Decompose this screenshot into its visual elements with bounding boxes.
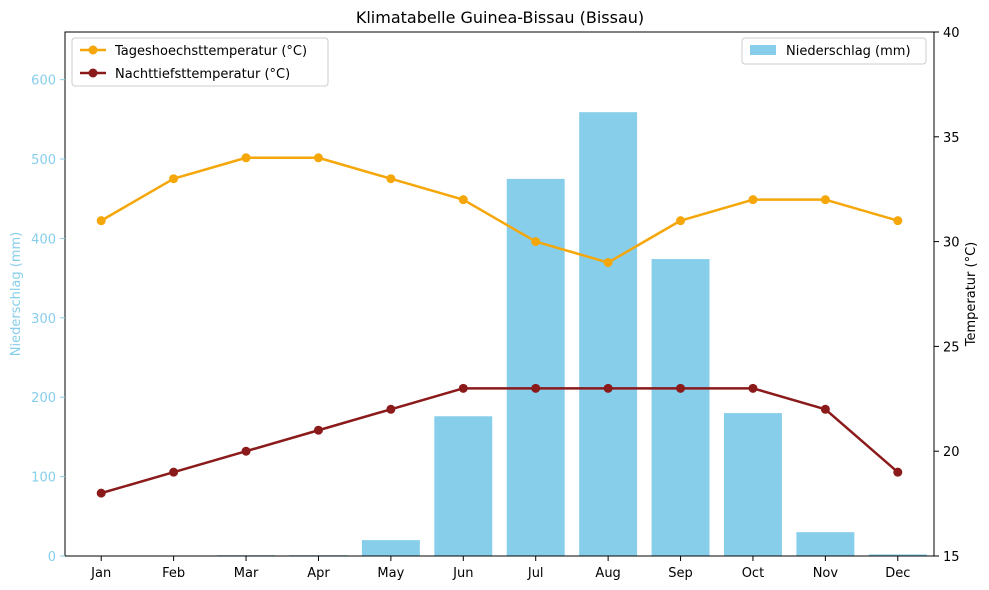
y-left-tick-label: 200 (31, 391, 56, 406)
temperature-low-point-apr (313, 425, 323, 435)
x-tick-label: May (377, 566, 404, 581)
x-axis: Jan Feb Mar Apr May Jun Jul Aug Sep Oct Nov Dec (90, 556, 910, 581)
y-left-tick-label: 300 (31, 312, 56, 327)
x-tick-label: Mar (234, 566, 259, 581)
legend-precipitation-label: Niederschlag (mm) (786, 44, 911, 59)
temperature-high-point-sep (676, 216, 686, 226)
temperature-high-point-mar (241, 153, 251, 163)
bars-layer (217, 112, 927, 557)
temperature-high-point-nov (820, 195, 830, 205)
y-right-axis: 15 20 25 30 35 40 (934, 26, 960, 565)
x-tick-label: Jul (527, 566, 544, 581)
y-right-tick-label: 25 (943, 340, 960, 355)
x-tick-label: Jan (90, 566, 111, 581)
temperature-low-point-aug (603, 383, 613, 393)
legend-temperature-box (71, 37, 329, 87)
y-right-tick-label: 30 (943, 236, 960, 251)
legend-precipitation: Niederschlag (mm) (741, 37, 927, 65)
temperature-high-point-oct (748, 195, 758, 205)
temperature-low-point-sep (676, 383, 686, 393)
y-left-tick-label: 400 (31, 232, 56, 247)
precipitation-bar-oct (723, 413, 782, 556)
y-right-tick-label: 35 (943, 131, 960, 146)
y-left-tick-label: 500 (31, 153, 56, 168)
x-tick-label: Nov (813, 566, 839, 581)
temperature-high-point-jun (458, 195, 468, 205)
y-left-tick-label: 0 (48, 550, 56, 565)
chart-title: Klimatabelle Guinea-Bissau (Bissau) (356, 8, 644, 27)
y-right-tick-label: 15 (943, 550, 960, 565)
temperature-low-point-mar (241, 446, 251, 456)
precipitation-bar-aug (579, 112, 638, 557)
legend-precipitation-swatch (750, 45, 776, 55)
legend-temperature: Tageshoechsttemperatur (°C) Nachttiefstt… (71, 37, 329, 87)
temperature-low-point-nov (820, 404, 830, 414)
x-tick-label: Dec (885, 566, 910, 581)
x-tick-label: Oct (742, 566, 764, 581)
precipitation-bar-nov (796, 532, 855, 556)
temperature-low-point-jun (458, 383, 468, 393)
y-left-tick-label: 600 (31, 74, 56, 89)
temperature-low-point-jan (96, 488, 106, 498)
temperature-high-line (100, 156, 899, 264)
legend-low-marker (88, 68, 98, 78)
x-tick-label: Jun (452, 566, 473, 581)
y-left-tick-label: 100 (31, 471, 56, 486)
temperature-high-point-aug (603, 258, 613, 268)
y-right-tick-label: 20 (943, 445, 960, 460)
plot-frame (64, 31, 935, 557)
temperature-low-point-may (386, 404, 396, 414)
legend-high-label: Tageshoechsttemperatur (°C) (114, 44, 307, 59)
precipitation-bar-dec (868, 554, 927, 556)
temperature-high-point-apr (313, 153, 323, 163)
legend-high-marker (88, 45, 98, 55)
x-tick-label: Feb (162, 566, 185, 581)
legend-precipitation-box (741, 37, 927, 65)
temperature-low-point-dec (893, 467, 903, 477)
y-right-tick-label: 40 (943, 26, 960, 41)
temperature-low-point-oct (748, 383, 758, 393)
temperature-low-point-feb (169, 467, 179, 477)
y-left-label: Niederschlag (mm) (9, 232, 24, 357)
precipitation-bar-jul (506, 178, 565, 556)
precipitation-bar-may (361, 540, 420, 556)
x-tick-label: Apr (307, 566, 330, 581)
lines-layer (96, 153, 903, 498)
temperature-high-point-feb (169, 174, 179, 184)
x-tick-label: Sep (668, 566, 693, 581)
temperature-low-point-jul (531, 383, 541, 393)
temperature-high-point-may (386, 174, 396, 184)
y-right-label: Temperatur (°C) (964, 242, 979, 348)
legend-low-label: Nachttiefsttemperatur (°C) (115, 67, 290, 82)
y-left-axis: 0 100 200 300 400 500 600 (31, 74, 65, 565)
temperature-high-point-jan (96, 216, 106, 226)
precipitation-bar-jun (434, 416, 493, 556)
precipitation-bar-sep (651, 259, 710, 556)
temperature-high-point-jul (531, 237, 541, 247)
x-tick-label: Aug (595, 566, 620, 581)
temperature-low-line (100, 387, 899, 495)
temperature-high-point-dec (893, 216, 903, 226)
